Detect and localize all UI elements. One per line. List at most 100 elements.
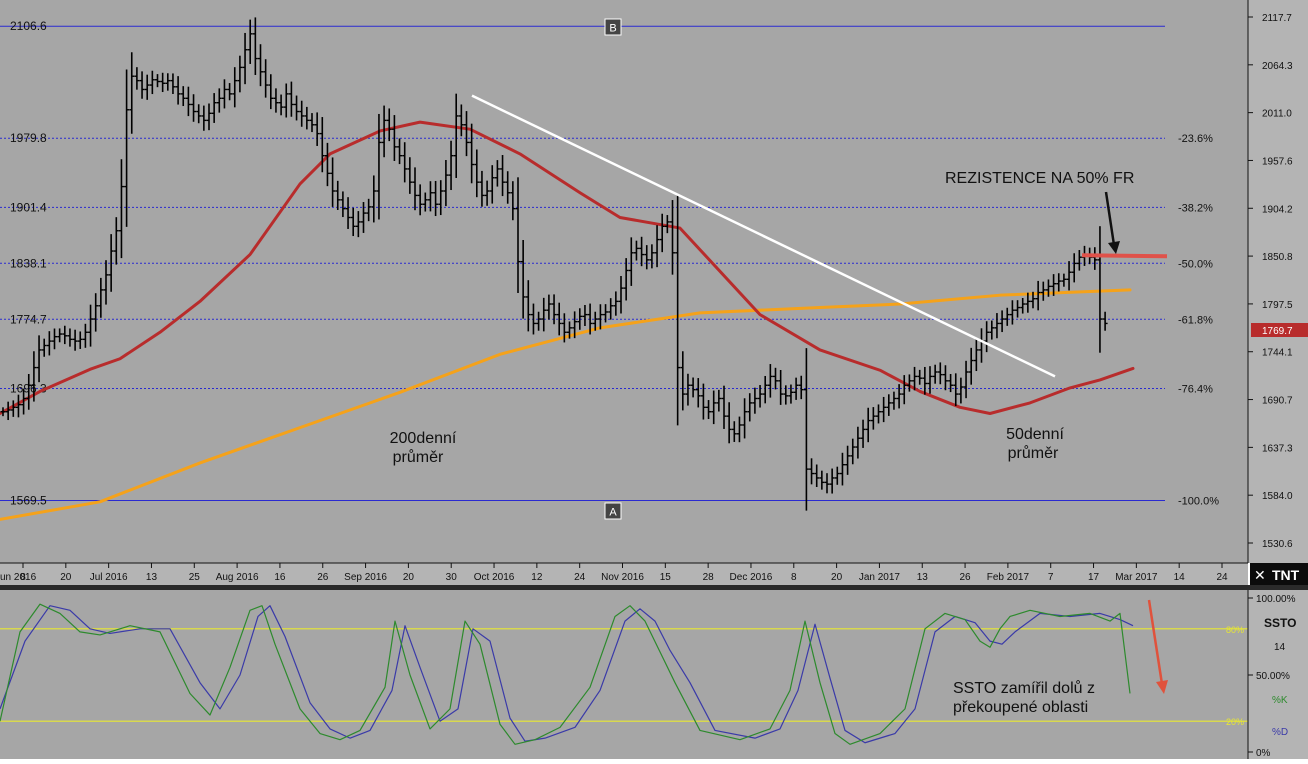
ma50-series xyxy=(0,120,1135,415)
ssto-right-ticks: 100.00% 50.00% 0% xyxy=(1248,594,1296,759)
ssto-arrow-head xyxy=(1156,680,1168,694)
ssto-levels: 80% 20% xyxy=(0,625,1248,727)
date-axis-ticks: 8 20 Jul 2016 13 25 Aug 2016 16 26 Sep 2016 20 30 O… xyxy=(20,563,1228,583)
date-axis-label: Dec 2016 xyxy=(730,572,773,583)
resistance-line-segment xyxy=(1081,253,1168,259)
fib-pct-label: -38.2% xyxy=(1178,202,1213,214)
fib-pct-label: -76.4% xyxy=(1178,384,1213,396)
ssto-right-tick-label: 0% xyxy=(1256,748,1271,759)
right-axis-tick-label: 1584.0 xyxy=(1262,491,1293,502)
date-axis-label: 28 xyxy=(703,572,715,583)
fib-marker-top: B xyxy=(609,23,616,35)
ma50-label-line2: průměr xyxy=(1008,444,1059,462)
ssto-level-label: 80% xyxy=(1226,625,1244,635)
fib-price-label: 1979.8 xyxy=(10,131,47,145)
ma50-line xyxy=(0,120,1135,415)
date-axis-label: 20 xyxy=(403,572,415,583)
date-axis-label: 8 xyxy=(791,572,797,583)
fib-marker-bottom-box xyxy=(604,502,622,520)
ssto-right-tick-label: 50.00% xyxy=(1256,671,1290,682)
date-axis-label: Jul 2016 xyxy=(90,572,128,583)
date-axis-label: 13 xyxy=(146,572,158,583)
fib-pct-label: -50.0% xyxy=(1178,258,1213,270)
fib-pct-label: -100.0% xyxy=(1178,495,1219,507)
trendline xyxy=(471,94,1056,378)
fib-marker-top-box xyxy=(604,18,622,36)
ssto-legend-k: %K xyxy=(1272,695,1288,706)
fib-levels: 2106.6 1979.8 -23.6% 1901.4 -38.2% 1838.1 -50.… xyxy=(0,19,1219,507)
fib-pct-label: -61.8% xyxy=(1178,314,1213,326)
logo-mark: ✕ xyxy=(1254,567,1266,583)
date-axis-label: 8 xyxy=(20,572,26,583)
ssto-d-line xyxy=(0,605,1134,744)
date-axis-label: 15 xyxy=(660,572,672,583)
resistance-annotation: REZISTENCE NA 50% FR xyxy=(945,170,1134,187)
ssto-k-series xyxy=(0,603,1131,745)
resistance-line xyxy=(1081,253,1168,259)
fib-price-label: 1901.4 xyxy=(10,200,47,214)
date-axis-label: Aug 2016 xyxy=(216,572,259,583)
ssto-annotation-line1: SSTO zamířil dolů z xyxy=(953,679,1095,697)
right-axis-ticks: 2117.7 2064.3 2011.0 1957.6 1904.2 1850.8 1797… xyxy=(1248,13,1293,550)
fib-price-label: 1774.7 xyxy=(10,312,47,326)
date-axis-label: 20 xyxy=(60,572,72,583)
right-axis-tick-label: 1850.8 xyxy=(1262,252,1293,263)
right-axis-tick-label: 2064.3 xyxy=(1262,61,1293,72)
fib-pct-label: -23.6% xyxy=(1178,133,1213,145)
date-axis-label: 20 xyxy=(831,572,843,583)
date-axis-label: 25 xyxy=(189,572,201,583)
ssto-period: 14 xyxy=(1274,642,1286,653)
ssto-d-series xyxy=(0,605,1134,744)
ma200-label-line1: 200denní xyxy=(390,430,457,447)
right-axis-ssto xyxy=(1248,590,1308,759)
ssto-right-tick-label: 100.00% xyxy=(1256,594,1296,605)
main-plot-area xyxy=(0,0,1248,563)
date-label-first: un 2016 xyxy=(0,572,37,583)
ssto-annotation-line2: překoupené oblasti xyxy=(953,699,1088,716)
ssto-legend-d: %D xyxy=(1272,727,1288,738)
date-axis-label: 7 xyxy=(1048,572,1054,583)
fib-price-label: 1569.5 xyxy=(10,493,47,507)
date-axis-label: Feb 2017 xyxy=(987,572,1030,583)
date-axis-label: 13 xyxy=(917,572,929,583)
right-axis-tick-label: 1690.7 xyxy=(1262,396,1293,407)
date-axis-label: 16 xyxy=(274,572,286,583)
ssto-k-line xyxy=(0,603,1131,745)
date-axis-label: 14 xyxy=(1174,572,1186,583)
date-axis-label: Oct 2016 xyxy=(474,572,515,583)
right-axis-main xyxy=(1248,0,1308,563)
ssto-name: SSTO xyxy=(1264,616,1296,630)
last-price-label: 1769.7 xyxy=(1262,326,1293,337)
ssto-arrow-shaft xyxy=(1147,599,1164,685)
date-axis-label: 17 xyxy=(1088,572,1100,583)
resistance-arrow-shaft xyxy=(1104,191,1116,246)
right-axis-tick-label: 2117.7 xyxy=(1262,13,1292,24)
date-axis-label: Jan 2017 xyxy=(859,572,901,583)
trendline-line xyxy=(471,94,1056,378)
date-axis xyxy=(0,563,1248,585)
ma200-line xyxy=(0,288,1132,521)
resistance-arrow-head xyxy=(1108,241,1120,254)
fib-marker-bottom: A xyxy=(609,507,617,519)
ma200-label-line2: průměr xyxy=(393,448,444,466)
panel-separator xyxy=(0,585,1308,590)
right-axis-tick-label: 1744.1 xyxy=(1262,348,1293,359)
fib-price-label: 2106.6 xyxy=(10,19,47,33)
date-axis-label: Nov 2016 xyxy=(601,572,644,583)
ssto-plot-area xyxy=(0,590,1248,759)
right-axis-tick-label: 1957.6 xyxy=(1262,156,1293,167)
logo-box xyxy=(1250,563,1308,585)
date-axis-label: Mar 2017 xyxy=(1115,572,1158,583)
ma200-series xyxy=(0,288,1132,521)
ssto-level-label: 20% xyxy=(1226,717,1244,727)
date-axis-label: 24 xyxy=(1216,572,1228,583)
date-axis-label: 12 xyxy=(531,572,543,583)
date-axis-label: 24 xyxy=(574,572,586,583)
last-price-box xyxy=(1251,323,1308,337)
price-bars xyxy=(0,17,1108,511)
right-axis-tick-label: 1530.6 xyxy=(1262,539,1293,550)
right-axis-tick-label: 1637.3 xyxy=(1262,443,1293,454)
right-axis-tick-label: 1797.5 xyxy=(1262,300,1293,311)
